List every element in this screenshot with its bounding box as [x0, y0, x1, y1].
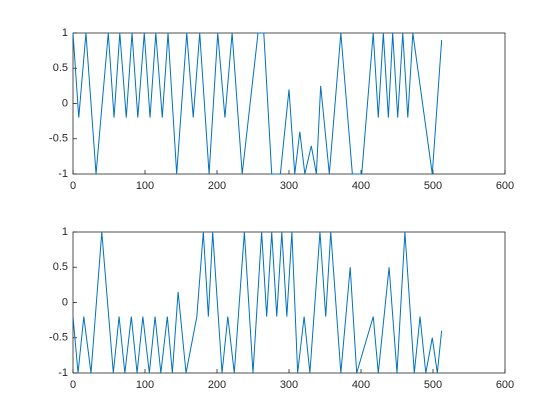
line-series	[72, 231, 443, 374]
x-tick-label: 0	[70, 180, 76, 192]
x-tick-label: 0	[70, 379, 76, 391]
axes-box	[72, 32, 506, 175]
x-tick-label: 500	[424, 379, 442, 391]
y-tick-label: 1	[62, 226, 68, 238]
y-tick-label: -0.5	[49, 332, 68, 344]
y-tick-label: 0	[62, 296, 68, 308]
x-tick-label: 300	[280, 379, 298, 391]
x-tick-label: 600	[496, 379, 514, 391]
y-tick-label: 1	[62, 27, 68, 39]
y-tick-label: -1	[58, 367, 68, 379]
x-tick-label: 300	[280, 180, 298, 192]
x-tick-label: 600	[496, 180, 514, 192]
x-tick-label: 500	[424, 180, 442, 192]
y-tick-label: 0.5	[53, 261, 68, 273]
x-tick-label: 100	[136, 180, 154, 192]
x-tick-label: 200	[208, 180, 226, 192]
y-tick-label: -0.5	[49, 133, 68, 145]
y-tick-label: 0.5	[53, 62, 68, 74]
x-tick-label: 400	[352, 180, 370, 192]
x-tick-label: 200	[208, 379, 226, 391]
y-tick-label: -1	[58, 168, 68, 180]
axes-box	[72, 231, 506, 374]
line-series	[72, 32, 443, 175]
x-tick-label: 100	[136, 379, 154, 391]
y-tick-label: 0	[62, 97, 68, 109]
x-tick-label: 400	[352, 379, 370, 391]
